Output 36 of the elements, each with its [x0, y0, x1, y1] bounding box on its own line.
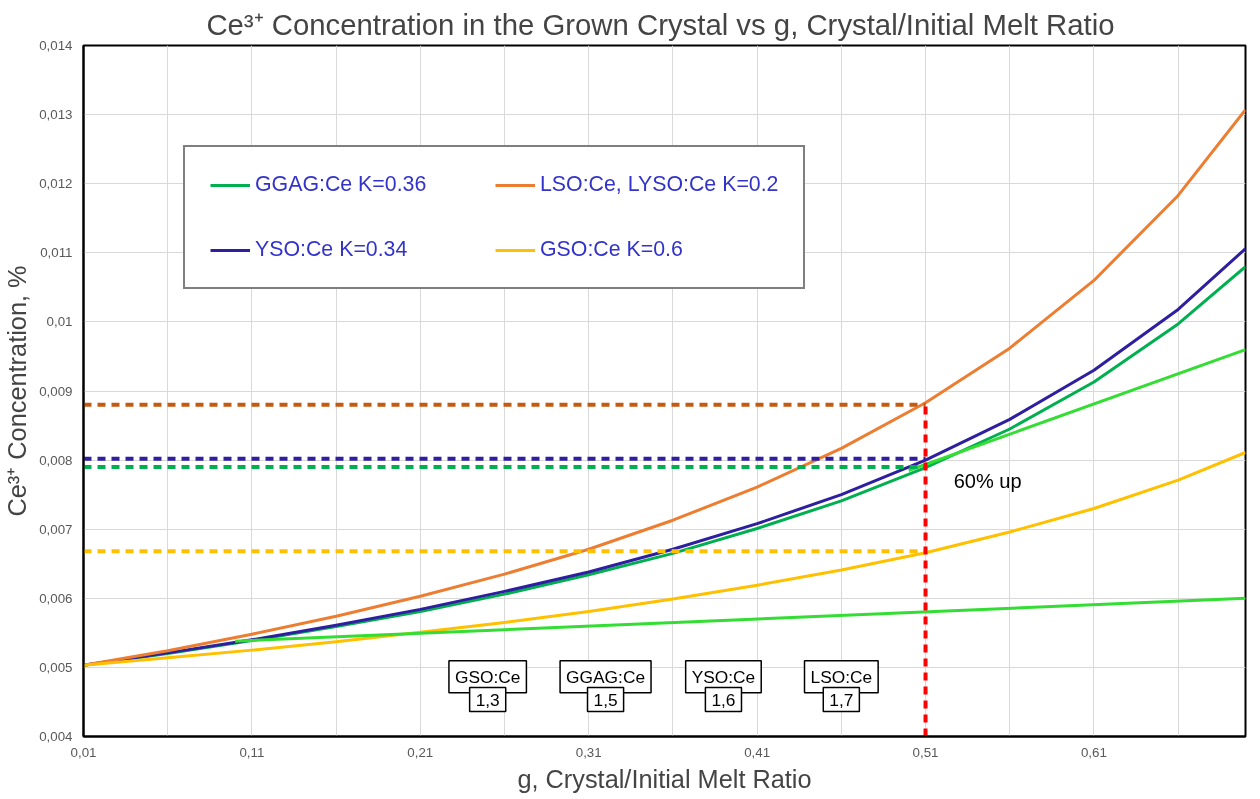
y-tick-label: 0,013: [39, 107, 73, 123]
y-tick-label: 0,01: [46, 314, 73, 330]
legend-label: YSO:Ce K=0.34: [255, 237, 409, 262]
annotation: GGAG:Ce: [566, 666, 646, 687]
legend-label: GGAG:Ce K=0.36: [255, 172, 428, 197]
y-tick-label: 0,012: [39, 176, 73, 192]
chart-title: Ce³⁺ Concentration in the Grown Crystal vs g, Crystal/Initial Melt Ratio: [206, 7, 1115, 41]
x-tick-label: 0,51: [912, 744, 939, 760]
y-axis-title: Ce³⁺ Concentration, %: [3, 265, 32, 517]
legend-label: GSO:Ce K=0.6: [540, 237, 684, 262]
annotation: 60% up: [953, 470, 1022, 493]
x-tick-label: 0,31: [575, 744, 602, 760]
line-series: [83, 451, 1246, 667]
annotation: 1,6: [711, 689, 736, 710]
y-tick-label: 0,007: [39, 521, 73, 537]
annotation: GSO:Ce: [454, 666, 521, 687]
y-tick-label: 0,008: [39, 452, 73, 468]
y-tick-label: 0,011: [40, 245, 73, 261]
annotation: LSO:Ce: [810, 666, 873, 687]
annotation: 1,7: [829, 689, 854, 710]
y-tick-label: 0,014: [39, 38, 74, 53]
y-tick-label: 0,004: [39, 729, 74, 744]
legend-label: LSO:Ce, LYSO:Ce K=0.2: [540, 172, 779, 197]
x-axis-title: g, Crystal/Initial Melt Ratio: [517, 764, 812, 793]
x-tick-label: 0,01: [70, 744, 97, 760]
line-series: [83, 108, 1246, 667]
x-tick-label: 0,61: [1080, 744, 1107, 760]
x-tick-label: 0,41: [744, 744, 771, 760]
x-tick-label: 0,11: [239, 744, 265, 760]
annotation: 1,5: [593, 689, 618, 710]
annotation: 1,3: [475, 689, 500, 710]
x-tick-label: 0,21: [407, 744, 434, 760]
annotation: YSO:Ce: [691, 666, 756, 687]
y-tick-label: 0,006: [39, 590, 73, 606]
y-tick-label: 0,005: [39, 659, 73, 675]
y-tick-label: 0,009: [39, 383, 73, 399]
